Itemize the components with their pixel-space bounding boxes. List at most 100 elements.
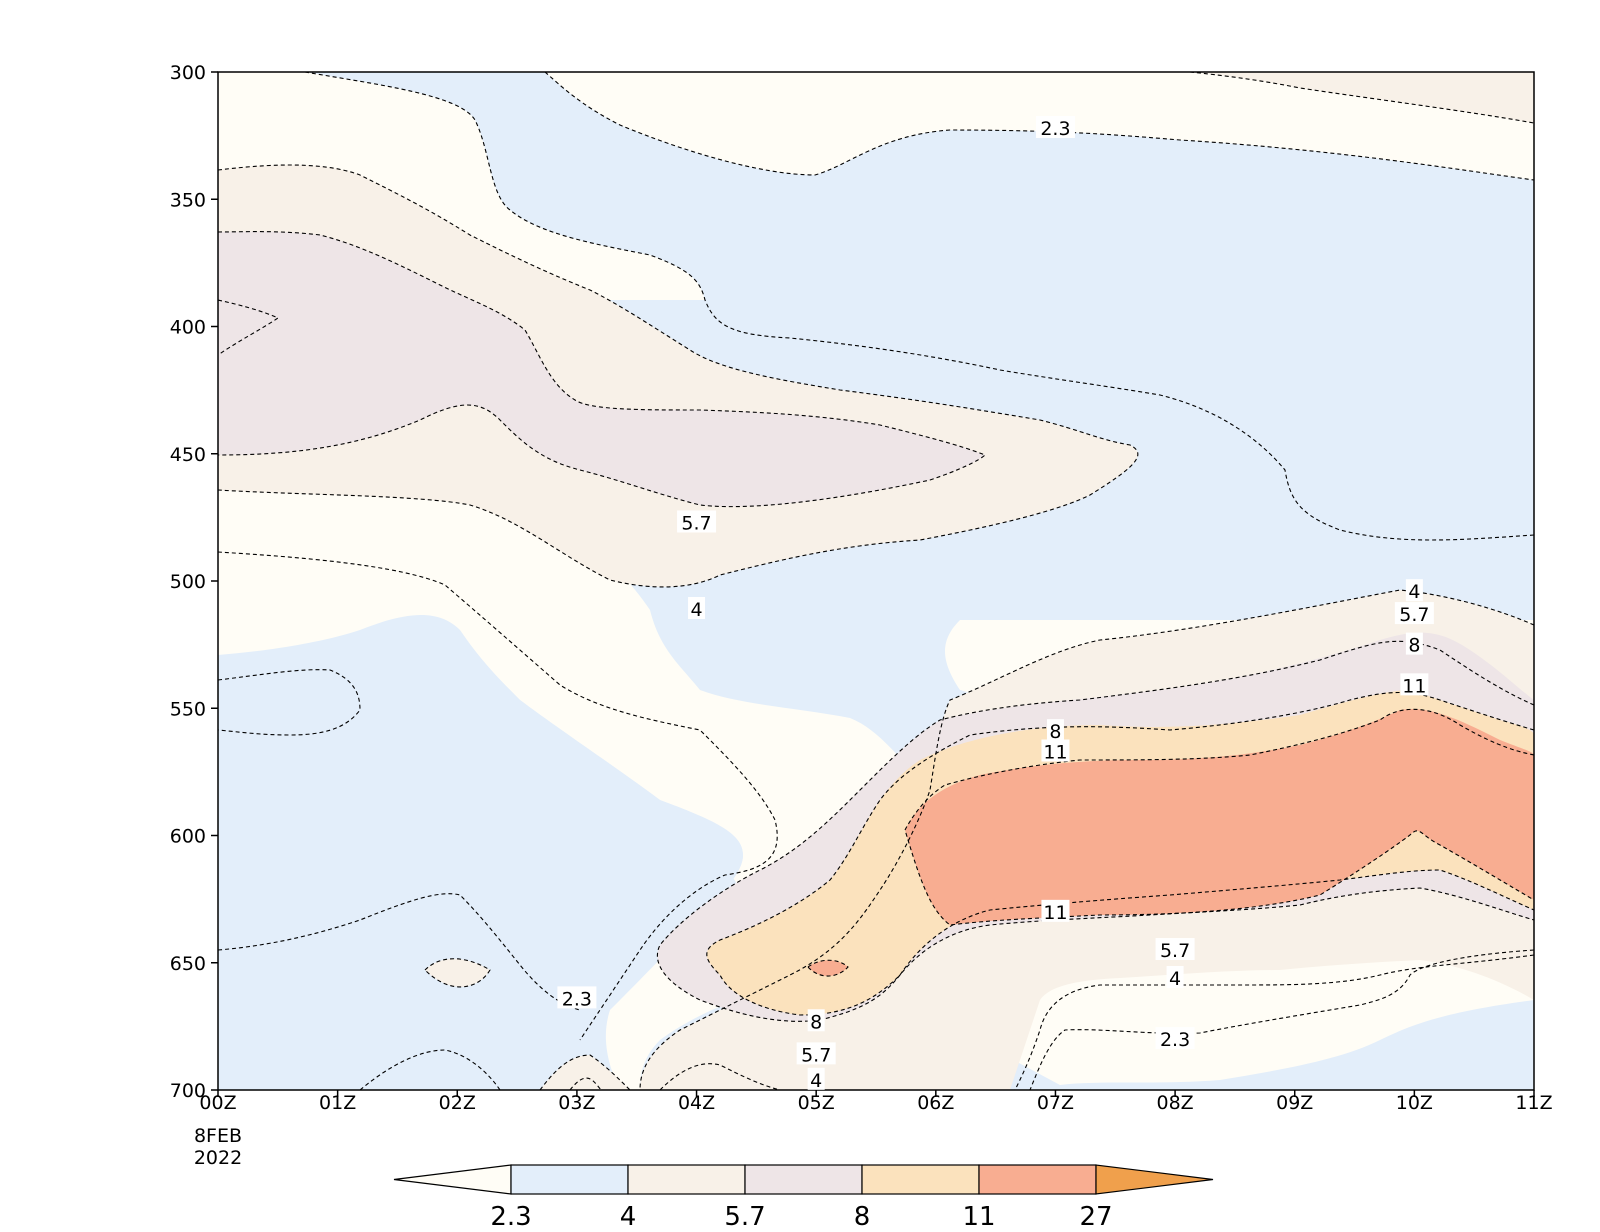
fill-band-11-27-small (808, 960, 848, 977)
contour-label: 4 (690, 599, 702, 621)
fill-band-4-5_7-small-b (540, 1055, 630, 1090)
contour-line-8-left (218, 299, 280, 356)
contour-label-bg (1166, 966, 1184, 989)
fill-band-5_7-8-top (218, 231, 985, 507)
x-tick-label: 01Z (319, 1092, 356, 1114)
colorbar-label: 11 (962, 1202, 995, 1232)
contour-label-bg (557, 986, 597, 1009)
contour-label: 2.3 (1040, 118, 1070, 140)
x-axis-date: 8FEB 2022 (194, 1125, 242, 1169)
colorbar-label: 27 (1079, 1202, 1112, 1232)
colorbar-max-triangle (1095, 1164, 1214, 1195)
contour-label-bg (1041, 899, 1070, 922)
colorbar-min-triangle (393, 1164, 512, 1195)
contour-line-11-right (904, 708, 1534, 926)
contour-label: 4 (810, 1070, 822, 1092)
contour-line-4-bottom-c (569, 1077, 603, 1090)
x-tick-label: 08Z (1156, 1092, 1193, 1114)
x-tick-label: 00Z (199, 1092, 236, 1114)
contour-label: 11 (1043, 742, 1067, 764)
y-axis: 300 350 400 450 500 550 600 650 700 (170, 62, 218, 1102)
contour-label-bg (1035, 115, 1075, 138)
contour-label-bg (796, 1042, 836, 1065)
fill-band-2_3-4-top-left (218, 72, 1534, 1090)
x-tick-label: 06Z (917, 1092, 954, 1114)
colorbar-box (510, 1164, 629, 1195)
y-tick-label: 700 (170, 1080, 206, 1102)
fill-band-2_3-4-lower (460, 630, 1534, 1090)
contour-label: 11 (1043, 902, 1067, 924)
contour-line-2_3-mid (218, 551, 778, 1041)
fill-band-11-27-main (905, 709, 1534, 925)
x-axis: 00Z 01Z 02Z 03Z 04Z 05Z 06Z 07Z 08Z 09Z 10Z 11Z (199, 1090, 1553, 1114)
contour-label: 2.3 (562, 988, 592, 1010)
date-line-year: 2022 (194, 1147, 242, 1169)
contour-label-bg (1046, 719, 1064, 742)
x-tick-label: 09Z (1276, 1092, 1313, 1114)
contour-line-5_7-right (656, 640, 1534, 1022)
colorbar: 2.3 4 5.7 8 11 27 (393, 1164, 1214, 1232)
contour-line-4-bottom-d (659, 1063, 781, 1090)
x-tick-label: 11Z (1515, 1092, 1552, 1114)
contour-line-2_3-top (304, 72, 1534, 541)
colorbar-box (978, 1164, 1097, 1195)
contour-line-8-right (706, 691, 1534, 1016)
contour-label-bg (807, 1009, 825, 1032)
y-tick-label: 300 (170, 62, 206, 84)
contour-line-5_7-top (218, 231, 986, 508)
contour-label-bg (1155, 1027, 1195, 1050)
contour-line-4-bottom-left-loop (424, 958, 491, 988)
contour-label: 2.3 (1160, 1029, 1190, 1051)
x-tick-label: 02Z (439, 1092, 476, 1114)
date-line-day: 8FEB (194, 1125, 242, 1147)
colorbar-label: 2.3 (490, 1202, 531, 1232)
x-tick-label: 03Z (558, 1092, 595, 1114)
y-tick-label: 500 (170, 571, 206, 593)
colorbar-label: 8 (854, 1202, 871, 1232)
contour-label: 11 (1402, 675, 1426, 697)
colorbar-label: 4 (620, 1202, 637, 1232)
contour-line-2_3-left-loop (218, 669, 361, 736)
x-tick-label: 10Z (1396, 1092, 1433, 1114)
contour-line-4-top (218, 164, 1139, 588)
contour-label-bg (1041, 739, 1070, 762)
y-tick-label: 650 (170, 953, 206, 975)
x-tick-label: 04Z (678, 1092, 715, 1114)
contour-label-bg (677, 510, 717, 533)
contour-label-bg (1405, 579, 1423, 602)
contour-label: 5.7 (1399, 604, 1429, 626)
colorbar-label: 5.7 (724, 1202, 765, 1232)
contour-label-bg (1405, 632, 1423, 655)
contour-fills (218, 72, 1534, 1090)
contour-label: 4 (1408, 581, 1420, 603)
contour-lines (218, 72, 1534, 1090)
contour-label: 5.7 (681, 512, 711, 534)
contour-label-bg (807, 1067, 825, 1090)
contour-line-4-lower-right (1014, 954, 1534, 1090)
x-tick-label: 07Z (1037, 1092, 1074, 1114)
colorbar-box (744, 1164, 863, 1195)
contour-label: 5.7 (801, 1044, 831, 1066)
contour-line-4-right (639, 589, 1534, 1090)
contour-label-bg (1400, 673, 1429, 696)
y-tick-label: 400 (170, 317, 206, 339)
contour-line-2_3-bottom-left (218, 893, 581, 1011)
contour-line-11-small (807, 959, 849, 977)
contour-line-2_3-lower-right (1029, 949, 1534, 1090)
fill-band-2_3-4-bottom-left (360, 1050, 500, 1090)
contour-line-2_3-bottom-a (359, 1049, 501, 1090)
x-tick-label: 05Z (798, 1092, 835, 1114)
contour-label-bg (1394, 602, 1434, 625)
y-tick-label: 450 (170, 444, 206, 466)
y-tick-label: 350 (170, 189, 206, 211)
contour-label: 5.7 (1160, 940, 1190, 962)
colorbar-box (861, 1164, 980, 1195)
contour-line-2_3-upper (544, 72, 1534, 181)
colorbar-box (627, 1164, 746, 1195)
contour-label: 8 (810, 1011, 822, 1033)
contour-label-bg (1155, 938, 1195, 961)
contour-label-bg (688, 596, 706, 619)
fill-band-4-5_7-small-a (425, 958, 490, 987)
